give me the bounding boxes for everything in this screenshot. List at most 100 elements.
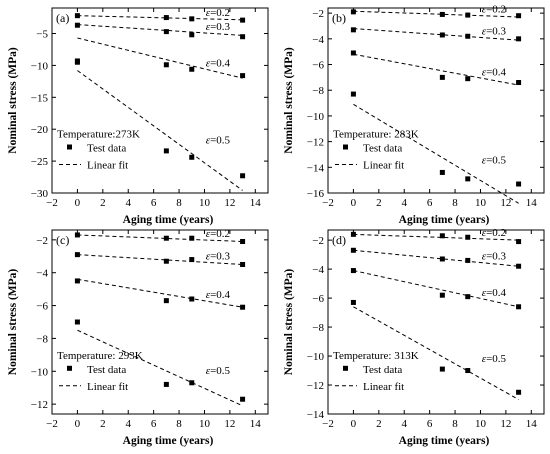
- x-tick-label: 10: [199, 418, 211, 430]
- y-tick-label: −16: [307, 188, 325, 200]
- x-tick-label: 4: [125, 418, 131, 430]
- x-tick-label: 0: [75, 418, 81, 430]
- test-data-point: [74, 252, 80, 258]
- y-tick-label: −6: [312, 60, 324, 72]
- legend-test-label: Test data: [363, 364, 402, 376]
- strain-label: ε=0.3: [206, 21, 231, 33]
- plot-frame: [327, 7, 545, 194]
- x-tick-label: 8: [452, 197, 458, 209]
- test-data-point: [240, 304, 246, 310]
- y-tick-label: −6: [36, 301, 48, 313]
- legend: Temperature: 313K Test data Linear fit: [333, 350, 419, 393]
- chart-panel-d: −2 0 2 4 6 8 10 12 14 −14 −12 −10 −8 −6 −4 −2 Aging time…: [283, 227, 545, 447]
- y-tick-label: −10: [31, 60, 49, 72]
- x-axis-label: Aging time (years): [123, 435, 214, 447]
- test-data-point: [163, 15, 169, 21]
- test-data-point: [465, 257, 471, 263]
- series-1: ε=0.3: [74, 250, 246, 267]
- y-tick-label: −10: [31, 366, 49, 378]
- test-data-point: [189, 66, 195, 72]
- legend-marker-test: [343, 365, 348, 371]
- strain-label: ε=0.2: [482, 4, 506, 16]
- test-data-point: [74, 13, 80, 19]
- x-tick-label: 8: [176, 197, 182, 209]
- test-data-point: [74, 232, 80, 238]
- test-data-point: [516, 36, 522, 42]
- strain-label: ε=0.5: [482, 155, 507, 167]
- y-tick-label: −12: [31, 399, 48, 411]
- series-3: ε=0.5: [74, 59, 246, 191]
- test-data-point: [465, 12, 471, 18]
- y-tick-label: −10: [307, 111, 325, 123]
- series-3: ε=0.5: [350, 91, 522, 204]
- y-tick-label: −2: [312, 235, 324, 247]
- x-tick-label: 2: [100, 418, 106, 430]
- strain-label: ε=0.3: [482, 26, 507, 38]
- strain-label: ε=0.4: [206, 57, 231, 69]
- x-tick-label: 6: [151, 197, 157, 209]
- y-tick-label: −4: [312, 264, 324, 276]
- legend-test-label: Test data: [87, 364, 126, 376]
- test-data-point: [240, 239, 246, 244]
- strain-label: ε=0.2: [206, 228, 230, 240]
- test-data-point: [189, 32, 195, 38]
- test-data-point: [163, 235, 169, 241]
- series-2: ε=0.4: [74, 37, 246, 79]
- y-tick-label: −2: [312, 8, 324, 20]
- linear-fit-line: [353, 270, 519, 308]
- series-1: ε=0.3: [74, 21, 246, 40]
- test-data-point: [350, 247, 356, 253]
- temperature-label: Temperature: 313K: [333, 350, 419, 362]
- test-data-point: [516, 13, 522, 19]
- y-tick-label: −8: [312, 322, 324, 334]
- linear-fit-line: [77, 37, 243, 79]
- test-data-point: [439, 32, 445, 38]
- plot-frame: [327, 229, 545, 415]
- test-data-point: [465, 294, 471, 300]
- strain-label: ε=0.4: [482, 66, 507, 78]
- chart-panel-c: −2 0 2 4 6 8 10 12 14 −12 −10 −8 −6 −4 −2 Aging time (y…: [7, 228, 269, 447]
- legend: Temperature: 283K Test data Linear fit: [333, 129, 419, 172]
- legend-marker-test: [343, 144, 348, 150]
- y-tick-label: −14: [307, 409, 325, 421]
- y-axis-label: Nominal stress (MPa): [7, 269, 19, 376]
- x-tick-label: 12: [500, 418, 511, 430]
- test-data-point: [465, 234, 471, 240]
- test-data-point: [439, 292, 445, 298]
- test-data-point: [516, 304, 522, 310]
- test-data-point: [189, 154, 195, 160]
- series-0: ε=0.2: [350, 227, 522, 245]
- test-data-point: [74, 59, 80, 65]
- x-tick-label: 12: [224, 197, 235, 209]
- strain-label: ε=0.4: [206, 289, 231, 301]
- y-tick-label: −10: [307, 351, 325, 363]
- x-tick-label: 8: [452, 418, 458, 430]
- legend-fit-label: Linear fit: [87, 160, 128, 172]
- x-tick-label: 12: [224, 418, 235, 430]
- series-2: ε=0.4: [74, 278, 246, 310]
- x-tick-label: 2: [376, 197, 382, 209]
- test-data-point: [350, 231, 356, 237]
- test-data-point: [240, 173, 246, 179]
- plot-frame: [51, 229, 269, 415]
- test-data-point: [189, 16, 195, 22]
- series-1: ε=0.3: [350, 26, 522, 42]
- strain-label: ε=0.2: [206, 7, 230, 19]
- x-tick-label: 6: [151, 418, 157, 430]
- test-data-point: [350, 27, 356, 33]
- linear-fit-line: [353, 306, 519, 400]
- x-tick-label: 4: [401, 418, 407, 430]
- x-axis-label: Aging time (years): [399, 214, 490, 226]
- y-tick-label: −12: [307, 380, 324, 392]
- x-tick-label: −2: [322, 197, 334, 209]
- x-tick-label: 6: [427, 418, 433, 430]
- y-tick-label: −8: [312, 85, 324, 97]
- y-tick-label: −6: [312, 293, 324, 305]
- y-axis-label: Nominal stress (MPa): [7, 47, 19, 154]
- temperature-label: Temperature: 293K: [57, 350, 143, 362]
- test-data-point: [350, 268, 356, 274]
- y-tick-label: −4: [36, 268, 48, 280]
- series-0: ε=0.2: [74, 228, 246, 244]
